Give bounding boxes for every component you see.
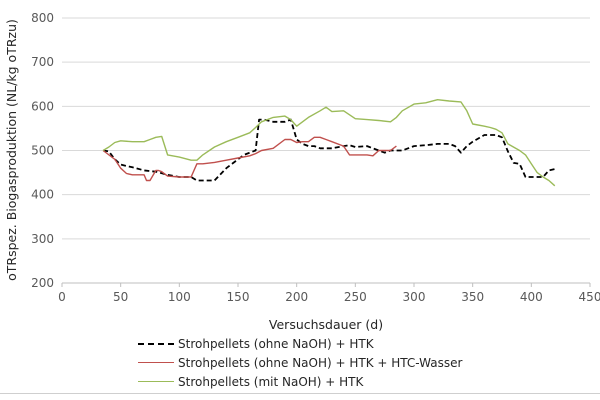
y-tick-label: 400 (31, 188, 54, 202)
legend-item: Strohpellets (ohne NaOH) + HTK + HTC-Was… (138, 354, 462, 371)
legend: Strohpellets (ohne NaOH) + HTK Strohpell… (138, 335, 462, 392)
legend-item: Strohpellets (ohne NaOH) + HTK (138, 335, 462, 352)
legend-swatch-series-1 (138, 342, 174, 345)
series-line-3 (102, 99, 556, 187)
legend-label: Strohpellets (mit NaOH) + HTK (178, 374, 364, 389)
legend-label: Strohpellets (ohne NaOH) + HTK (178, 336, 374, 351)
x-tick-label: 300 (403, 290, 426, 304)
series-line-2 (102, 136, 397, 182)
x-tick-label: 150 (227, 290, 250, 304)
x-tick-label: 400 (520, 290, 543, 304)
legend-swatch-series-2 (138, 362, 174, 363)
x-tick-label: 450 (579, 290, 600, 304)
x-tick-label: 250 (344, 290, 367, 304)
y-tick-label: 800 (31, 11, 54, 25)
y-tick-label: 500 (31, 144, 54, 158)
y-axis-ticks: 200 300 400 500 600 700 800 (31, 11, 54, 290)
x-tick-label: 0 (58, 290, 66, 304)
y-tick-label: 600 (31, 99, 54, 113)
legend-label: Strohpellets (ohne NaOH) + HTK + HTC-Was… (178, 355, 463, 370)
y-tick-label: 200 (31, 276, 54, 290)
gridlines (62, 17, 590, 240)
y-tick-label: 300 (31, 232, 54, 246)
bottom-rule (0, 393, 600, 394)
x-axis-title: Versuchsdauer (d) (269, 317, 383, 332)
y-axis-title: oTRspez. Biogasproduktion (NL/kg oTRzu) (4, 19, 19, 281)
x-tick-label: 50 (113, 290, 128, 304)
x-tick-label: 350 (461, 290, 484, 304)
legend-swatch-series-3 (138, 381, 174, 382)
legend-item: Strohpellets (mit NaOH) + HTK (138, 373, 462, 390)
y-tick-label: 700 (31, 55, 54, 69)
x-tick-label: 100 (168, 290, 191, 304)
series-layer (102, 99, 556, 187)
x-axis-ticks: 0 50 100 150 200 250 300 350 400 450 (58, 283, 600, 304)
x-tick-label: 200 (285, 290, 308, 304)
